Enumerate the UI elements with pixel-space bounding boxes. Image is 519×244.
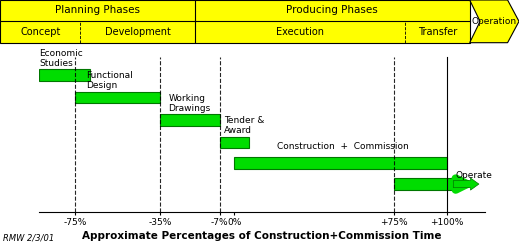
Text: Producing Phases: Producing Phases (286, 5, 378, 15)
Text: RMW 2/3/01: RMW 2/3/01 (3, 234, 54, 243)
Text: Working
Drawings: Working Drawings (169, 93, 211, 113)
Text: Operation: Operation (472, 17, 517, 26)
Bar (394, 178, 454, 190)
Text: Transfer: Transfer (418, 27, 457, 37)
Polygon shape (470, 0, 519, 43)
Text: Concept: Concept (20, 27, 60, 37)
Text: Economic
Studies: Economic Studies (39, 49, 83, 68)
Text: Functional
Design: Functional Design (86, 71, 132, 91)
Text: Construction  +  Commission: Construction + Commission (277, 142, 409, 151)
Bar (220, 137, 249, 148)
Bar (160, 114, 220, 126)
Text: Planning Phases: Planning Phases (55, 5, 140, 15)
Bar (75, 92, 160, 103)
Text: Operate: Operate (456, 171, 493, 180)
Text: Execution: Execution (276, 27, 324, 37)
Bar (235, 157, 447, 169)
Bar (39, 69, 90, 81)
Text: Tender &
Award: Tender & Award (224, 116, 264, 135)
Text: Development: Development (105, 27, 170, 37)
X-axis label: Approximate Percentages of Construction+Commission Time: Approximate Percentages of Construction+… (83, 231, 442, 241)
